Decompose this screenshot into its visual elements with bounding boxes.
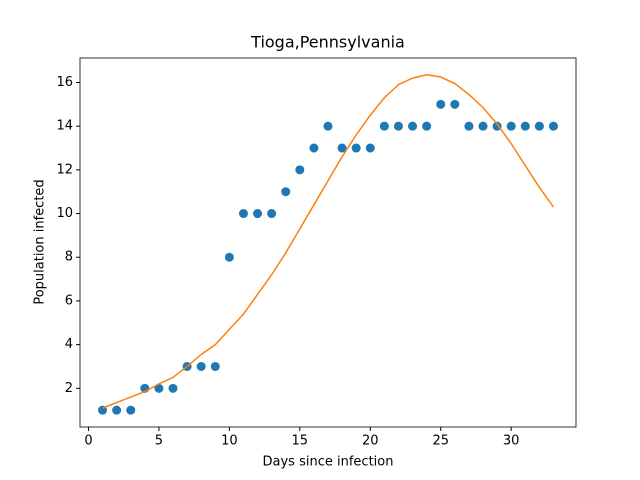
scatter-point bbox=[408, 121, 418, 131]
scatter-point bbox=[196, 361, 206, 371]
scatter-point bbox=[351, 143, 361, 153]
chart-title: Tioga,Pennsylvania bbox=[250, 33, 405, 52]
scatter-point bbox=[478, 121, 488, 131]
scatter-point bbox=[506, 121, 516, 131]
scatter-point bbox=[379, 121, 389, 131]
scatter-point bbox=[393, 121, 403, 131]
x-tick-label: 30 bbox=[503, 434, 520, 449]
y-axis-label: Population infected bbox=[33, 179, 48, 304]
x-tick-label: 10 bbox=[221, 434, 238, 449]
y-tick-label: 6 bbox=[65, 293, 73, 308]
scatter-point bbox=[548, 121, 558, 131]
scatter-point bbox=[323, 121, 333, 131]
scatter-point bbox=[281, 187, 291, 197]
scatter-point bbox=[267, 209, 277, 219]
y-tick-label: 10 bbox=[56, 206, 73, 221]
scatter-point bbox=[112, 405, 122, 415]
scatter-point bbox=[464, 121, 474, 131]
scatter-point bbox=[210, 361, 220, 371]
scatter-point bbox=[295, 165, 305, 175]
scatter-point bbox=[422, 121, 432, 131]
scatter-point bbox=[520, 121, 530, 131]
x-tick-label: 25 bbox=[432, 434, 449, 449]
y-tick-label: 14 bbox=[56, 119, 73, 134]
x-tick-label: 15 bbox=[292, 434, 309, 449]
plot-frame bbox=[79, 57, 577, 428]
scatter-point bbox=[126, 405, 136, 415]
scatter-point bbox=[365, 143, 375, 153]
scatter-point bbox=[337, 143, 347, 153]
x-tick-label: 0 bbox=[84, 434, 92, 449]
scatter-point bbox=[534, 121, 544, 131]
y-tick-label: 2 bbox=[65, 381, 73, 396]
scatter-point bbox=[309, 143, 319, 153]
scatter-point bbox=[168, 383, 178, 393]
y-tick-label: 8 bbox=[65, 250, 73, 265]
x-axis-label: Days since infection bbox=[263, 455, 394, 470]
scatter-point bbox=[154, 383, 164, 393]
scatter-point bbox=[224, 252, 234, 262]
y-tick-label: 16 bbox=[56, 75, 73, 90]
scatter-point bbox=[238, 209, 248, 219]
scatter-point bbox=[450, 99, 460, 109]
x-tick-label: 20 bbox=[362, 434, 379, 449]
scatter-point bbox=[253, 209, 263, 219]
scatter-point bbox=[98, 405, 108, 415]
y-tick-label: 4 bbox=[65, 337, 73, 352]
y-tick-label: 12 bbox=[56, 162, 73, 177]
x-tick-label: 5 bbox=[155, 434, 163, 449]
scatter-point bbox=[436, 99, 446, 109]
scatter-point bbox=[492, 121, 502, 131]
line bbox=[102, 74, 555, 409]
